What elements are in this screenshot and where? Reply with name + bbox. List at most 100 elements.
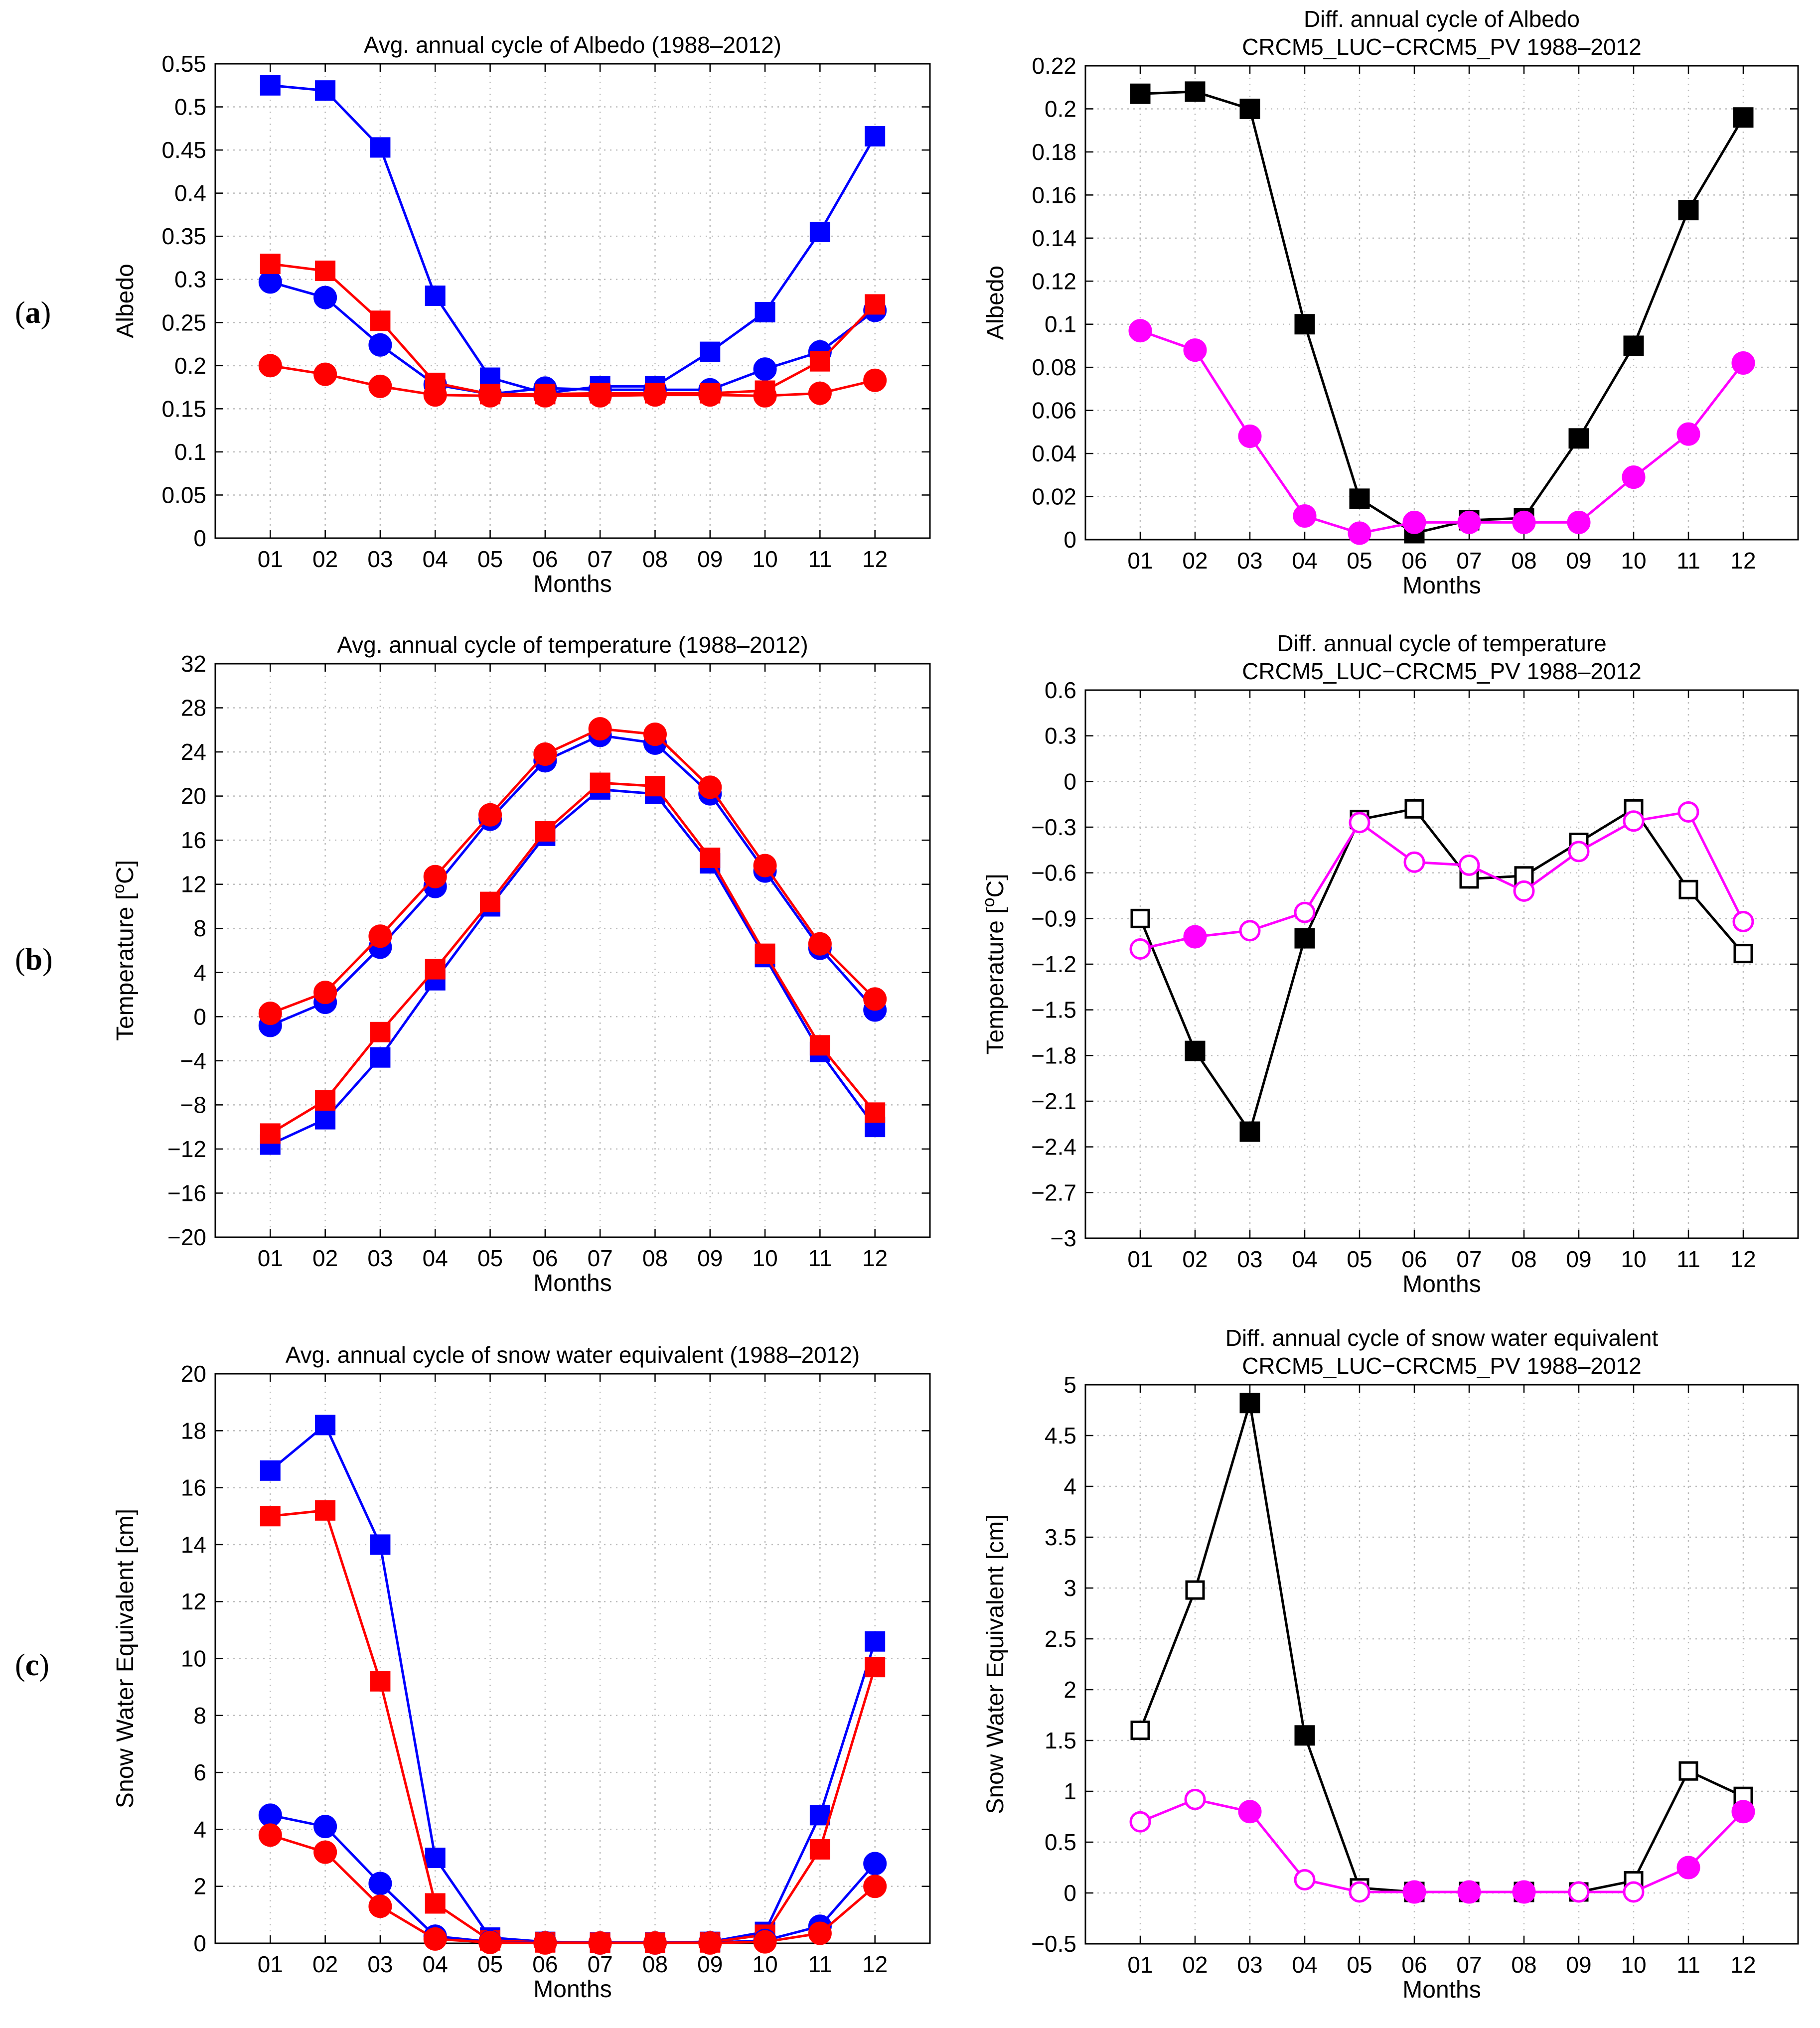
data-point-square (1294, 314, 1315, 335)
axes-frame (214, 63, 931, 539)
x-tick-label: 08 (642, 1951, 668, 1977)
y-tick-label: 0.25 (161, 309, 206, 335)
y-tick-label: 1 (1063, 1778, 1076, 1804)
panel-title: Diff. annual cycle of temperature (1277, 630, 1606, 656)
panel-title: Avg. annual cycle of temperature (1988–2… (337, 632, 808, 658)
y-tick-label: 0.1 (174, 439, 206, 465)
data-point-circle (533, 742, 557, 766)
x-tick-label: 03 (367, 546, 393, 572)
data-point-square (809, 1035, 830, 1056)
x-tick-label: 05 (477, 546, 503, 572)
data-point-circle (1238, 425, 1262, 448)
data-point-circle (643, 1931, 667, 1955)
data-point-square (700, 341, 721, 362)
data-point-square (480, 891, 501, 912)
x-tick-label: 07 (588, 1245, 613, 1271)
data-point-square (865, 1657, 886, 1678)
y-tick-label: 5 (1063, 1372, 1076, 1398)
x-tick-label: 12 (862, 1951, 888, 1977)
data-point-circle (1622, 465, 1646, 489)
data-point-square (1568, 428, 1589, 449)
data-point-circle (1349, 812, 1370, 834)
data-point-circle (1676, 422, 1700, 446)
x-tick-label: 03 (367, 1245, 393, 1271)
y-tick-label: 0.05 (161, 482, 206, 508)
x-tick-label: 04 (423, 546, 448, 572)
data-point-square (809, 351, 830, 372)
data-point-square (370, 1671, 391, 1692)
y-tick-label: −16 (167, 1180, 206, 1206)
x-tick-label: 11 (1676, 1952, 1700, 1978)
y-tick-label: 16 (181, 1475, 206, 1501)
data-point-circle (1402, 510, 1426, 534)
x-tick-label: 12 (862, 1245, 888, 1271)
data-point-circle (258, 1803, 282, 1827)
data-point-square (260, 254, 281, 275)
panel-temperature-diff: −3 −2.7 −2.4 −2.1 −1.8 −1.5 −1.2 −0.9 −0.6 −0.3 0 0… (979, 630, 1799, 1298)
data-point-circle (1293, 504, 1317, 528)
data-point-square (1294, 928, 1315, 949)
svg-text:(c): (c) (15, 1648, 49, 1682)
y-tick-label: −4 (180, 1048, 206, 1074)
y-tick-label: 10 (181, 1646, 206, 1672)
data-point-circle (1623, 1881, 1645, 1903)
y-tick-label: 0 (1063, 1880, 1076, 1906)
y-tick-label: 0.6 (1045, 677, 1076, 703)
y-tick-label: 0.2 (1045, 96, 1076, 122)
plot-area (1085, 1385, 1798, 1944)
y-tick-label: 0.02 (1032, 484, 1076, 510)
x-tick-label: 07 (1456, 1246, 1482, 1272)
data-point-square (865, 126, 886, 146)
x-tick-label: 02 (312, 1951, 338, 1977)
x-tick-label: 04 (423, 1951, 448, 1977)
data-point-circle (863, 987, 887, 1011)
data-point-circle (1294, 901, 1316, 923)
x-tick-label: 05 (477, 1951, 503, 1977)
x-tick-label: 07 (1456, 1952, 1482, 1978)
y-tick-label: −2.4 (1031, 1134, 1076, 1160)
x-tick-label: 01 (258, 1245, 283, 1271)
y-tick-label: −1.2 (1031, 951, 1076, 977)
y-tick-label: 1.5 (1045, 1728, 1076, 1753)
x-tick-label: 08 (1511, 1952, 1536, 1978)
data-point-square (865, 294, 886, 315)
panel-title: CRCM5_LUC−CRCM5_PV 1988–2012 (1242, 1353, 1642, 1379)
data-point-circle (698, 775, 722, 799)
data-point-circle (588, 1931, 612, 1955)
data-point-circle (643, 383, 667, 407)
plot-area (1085, 690, 1798, 1238)
y-tick-label: 14 (181, 1532, 206, 1558)
y-axis-label: Temperature [oC] (109, 860, 139, 1041)
y-tick-label: 28 (181, 695, 206, 721)
data-point-square (1239, 1393, 1260, 1414)
y-tick-label: 0.1 (1045, 311, 1076, 337)
data-point-square (425, 959, 446, 980)
y-tick-label: −8 (180, 1092, 206, 1118)
y-tick-label: 0 (193, 1930, 206, 1956)
data-point-circle (1512, 510, 1536, 534)
y-tick-label: 8 (193, 915, 206, 941)
data-point-square (1733, 944, 1753, 964)
x-tick-label: 10 (752, 1951, 777, 1977)
data-point-square (315, 260, 336, 281)
data-point-circle (423, 383, 447, 407)
x-axis-label: Months (533, 1976, 611, 2003)
y-tick-label: −12 (167, 1136, 206, 1162)
y-tick-label: 0.08 (1032, 354, 1076, 380)
data-point-square (1239, 98, 1260, 119)
data-point-square (370, 137, 391, 158)
data-point-circle (643, 723, 667, 746)
x-tick-label: 11 (1676, 548, 1700, 574)
data-point-circle (423, 1927, 447, 1951)
data-point-circle (808, 381, 832, 405)
y-tick-label: 0.35 (161, 223, 206, 249)
y-axis-label: Albedo (112, 264, 139, 338)
y-tick-label: −1.8 (1031, 1042, 1076, 1068)
x-tick-label: 02 (312, 546, 338, 572)
y-tick-label: −0.6 (1031, 860, 1076, 886)
x-tick-label: 10 (1621, 1952, 1646, 1978)
data-point-circle (1676, 1856, 1700, 1880)
series-line (270, 734, 876, 1027)
y-axis-label: Snow Water Equivalent [cm] (112, 1509, 139, 1808)
